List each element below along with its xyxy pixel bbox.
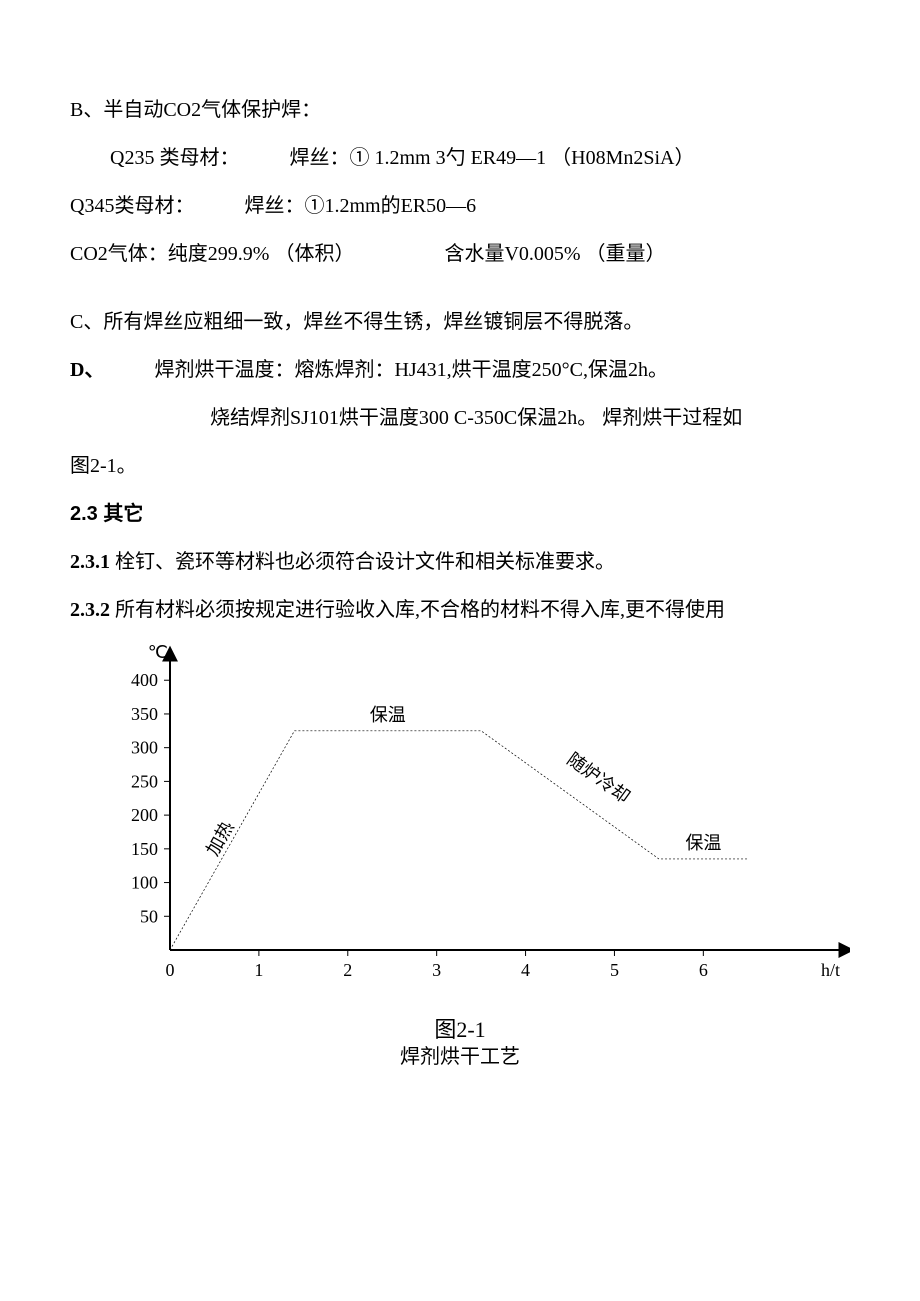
document-page: B、半自动CO2气体保护焊： Q235 类母材： 焊丝：① 1.2mm 3勺 E…	[0, 0, 920, 1301]
svg-text:5: 5	[610, 960, 619, 980]
item-number: 2.3.1	[70, 551, 110, 573]
svg-text:保温: 保温	[685, 833, 721, 853]
svg-text:2: 2	[343, 960, 352, 980]
svg-text:h/t: h/t	[821, 960, 840, 980]
text: 含水量V0.005% （重量）	[444, 243, 665, 265]
text: Q235 类母材：	[110, 147, 239, 169]
item-number: 2.3.2	[70, 599, 110, 621]
text: 栓钉、瓷环等材料也必须符合设计文件和相关标准要求。	[115, 551, 615, 573]
text: 烧结焊剂SJ101烘干温度300 C-350C保温2h。 焊剂烘干过程如	[210, 407, 742, 429]
svg-text:200: 200	[131, 805, 158, 825]
svg-text:300: 300	[131, 738, 158, 758]
svg-text:保温: 保温	[370, 705, 406, 725]
section-23-heading: 2.3 其它	[70, 494, 850, 534]
svg-text:随炉冷却: 随炉冷却	[563, 749, 633, 807]
text: B、半自动CO2气体保护焊：	[70, 99, 321, 121]
svg-text:100: 100	[131, 873, 158, 893]
section-b-title: B、半自动CO2气体保护焊：	[70, 90, 850, 130]
svg-text:250: 250	[131, 771, 158, 791]
svg-text:3: 3	[432, 960, 441, 980]
svg-text:150: 150	[131, 839, 158, 859]
section-d-prefix: D、	[70, 359, 104, 381]
line-chart: 501001502002503003504000123456℃h/t加热保温随炉…	[70, 640, 850, 1000]
svg-text:6: 6	[699, 960, 708, 980]
section-b-line2: Q345类母材： 焊丝：①1.2mm的ER50—6	[70, 186, 850, 226]
chart-figure-2-1: 501001502002503003504000123456℃h/t加热保温随炉…	[70, 640, 850, 1069]
text: CO2气体：纯度299.9% （体积）	[70, 243, 354, 265]
section-231: 2.3.1 栓钉、瓷环等材料也必须符合设计文件和相关标准要求。	[70, 542, 850, 582]
svg-text:加热: 加热	[202, 818, 237, 859]
svg-text:0: 0	[166, 960, 175, 980]
svg-text:4: 4	[521, 960, 530, 980]
text: 焊剂烘干温度：熔炼焊剂：HJ431,烘干温度250°C,保温2h。	[154, 359, 668, 381]
text: C、所有焊丝应粗细一致，焊丝不得生锈，焊丝镀铜层不得脱落。	[70, 311, 643, 333]
chart-caption: 图2-1	[70, 1016, 850, 1045]
heading-text: 2.3 其它	[70, 503, 143, 525]
section-b-line3: CO2气体：纯度299.9% （体积） 含水量V0.005% （重量）	[70, 234, 850, 274]
section-d-line3: 图2-1。	[70, 446, 850, 486]
section-232: 2.3.2 所有材料必须按规定进行验收入库,不合格的材料不得入库,更不得使用	[70, 590, 850, 630]
blank-line	[70, 282, 850, 302]
text: 图2-1。	[70, 455, 137, 477]
text: 焊丝：① 1.2mm 3勺 ER49—1 （H08Mn2SiA）	[289, 147, 694, 169]
svg-text:50: 50	[140, 906, 158, 926]
svg-text:350: 350	[131, 704, 158, 724]
chart-subcaption: 焊剂烘干工艺	[70, 1045, 850, 1069]
section-c: C、所有焊丝应粗细一致，焊丝不得生锈，焊丝镀铜层不得脱落。	[70, 302, 850, 342]
svg-text:℃: ℃	[148, 642, 168, 662]
svg-text:400: 400	[131, 670, 158, 690]
section-b-line1: Q235 类母材： 焊丝：① 1.2mm 3勺 ER49—1 （H08Mn2Si…	[70, 138, 850, 178]
text: Q345类母材：	[70, 195, 194, 217]
svg-text:1: 1	[254, 960, 263, 980]
text: 焊丝：①1.2mm的ER50—6	[244, 195, 476, 217]
section-d-line1: D、 焊剂烘干温度：熔炼焊剂：HJ431,烘干温度250°C,保温2h。	[70, 350, 850, 390]
section-d-line2: 烧结焊剂SJ101烘干温度300 C-350C保温2h。 焊剂烘干过程如	[70, 398, 850, 438]
text: 所有材料必须按规定进行验收入库,不合格的材料不得入库,更不得使用	[115, 599, 725, 621]
